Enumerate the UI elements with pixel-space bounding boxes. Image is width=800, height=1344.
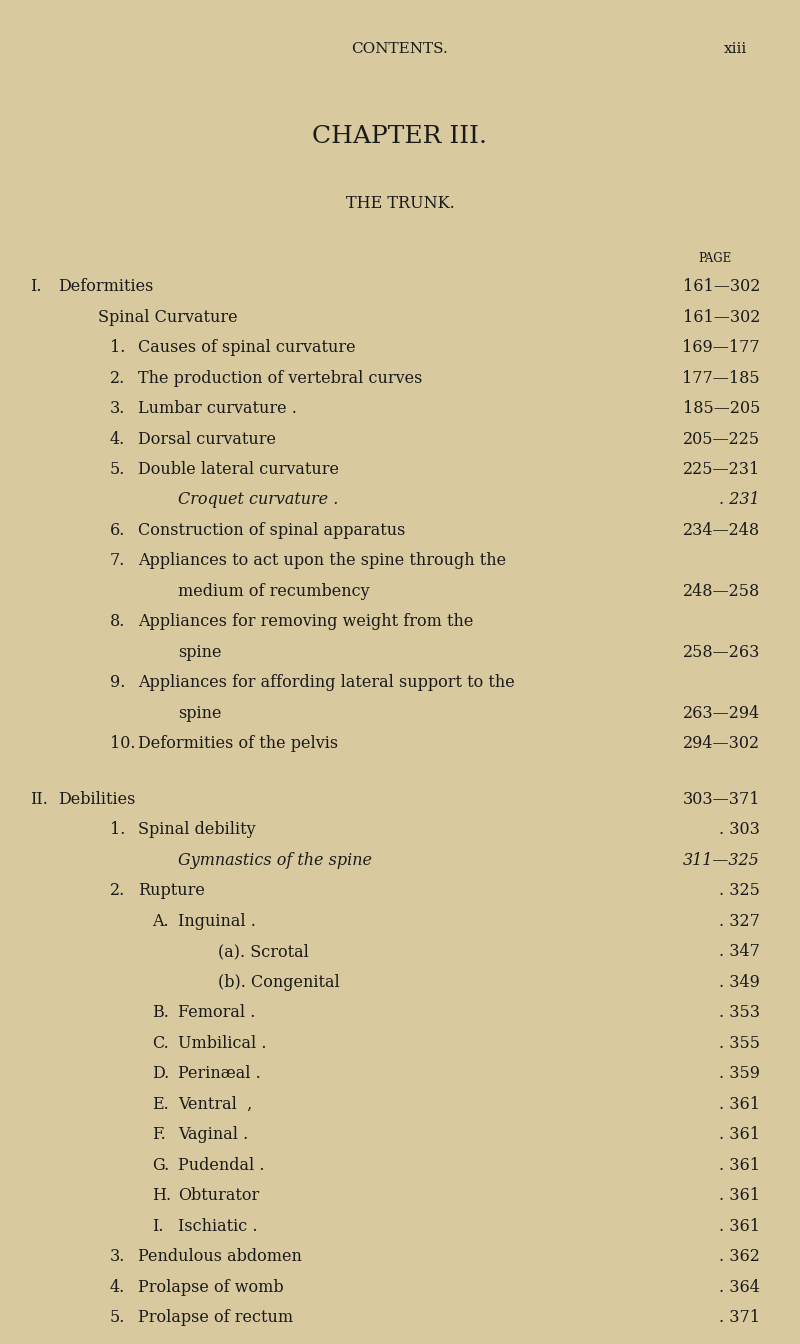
Text: Double lateral curvature: Double lateral curvature [138,461,339,478]
Text: Ventral  ,: Ventral , [178,1095,252,1113]
Text: F.: F. [152,1126,166,1144]
Text: Pendulous abdomen: Pendulous abdomen [138,1249,302,1266]
Text: 4.: 4. [110,1279,126,1296]
Text: Spinal Curvature: Spinal Curvature [98,309,238,325]
Text: 177—185: 177—185 [682,370,760,387]
Text: Femoral .: Femoral . [178,1004,255,1021]
Text: 225—231: 225—231 [682,461,760,478]
Text: . 355: . 355 [719,1035,760,1052]
Text: Deformities: Deformities [58,278,154,294]
Text: Pudendal .: Pudendal . [178,1157,265,1175]
Text: 1.: 1. [110,339,126,356]
Text: Appliances to act upon the spine through the: Appliances to act upon the spine through… [138,552,506,570]
Text: . 371: . 371 [719,1309,760,1327]
Text: G.: G. [152,1157,170,1175]
Text: PAGE: PAGE [698,253,732,265]
Text: 294—302: 294—302 [683,735,760,753]
Text: Rupture: Rupture [138,883,205,899]
Text: xiii: xiii [723,42,746,56]
Text: . 327: . 327 [719,913,760,930]
Text: (a). Scrotal: (a). Scrotal [218,943,309,961]
Text: 258—263: 258—263 [682,644,760,661]
Text: 185—205: 185—205 [682,401,760,417]
Text: THE TRUNK.: THE TRUNK. [346,195,454,212]
Text: E.: E. [152,1095,169,1113]
Text: Appliances for affording lateral support to the: Appliances for affording lateral support… [138,675,514,692]
Text: Lumbar curvature .: Lumbar curvature . [138,401,297,417]
Text: 311—325: 311—325 [683,852,760,870]
Text: 8.: 8. [110,613,126,630]
Text: D.: D. [152,1066,170,1082]
Text: Causes of spinal curvature: Causes of spinal curvature [138,339,356,356]
Text: 2.: 2. [110,370,126,387]
Text: Debilities: Debilities [58,792,135,808]
Text: Umbilical .: Umbilical . [178,1035,266,1052]
Text: CHAPTER III.: CHAPTER III. [313,125,487,148]
Text: Dorsal curvature: Dorsal curvature [138,430,276,448]
Text: 161—302: 161—302 [682,309,760,325]
Text: 234—248: 234—248 [683,521,760,539]
Text: Prolapse of rectum: Prolapse of rectum [138,1309,293,1327]
Text: 3.: 3. [110,401,126,417]
Text: medium of recumbency: medium of recumbency [178,583,370,599]
Text: 2.: 2. [110,883,126,899]
Text: 248—258: 248—258 [682,583,760,599]
Text: 1.: 1. [110,821,126,839]
Text: . 359: . 359 [719,1066,760,1082]
Text: 10.: 10. [110,735,135,753]
Text: Croquet curvature .: Croquet curvature . [178,492,338,508]
Text: II.: II. [30,792,48,808]
Text: . 361: . 361 [719,1095,760,1113]
Text: 4.: 4. [110,430,126,448]
Text: Spinal debility: Spinal debility [138,821,256,839]
Text: 169—177: 169—177 [682,339,760,356]
Text: . 361: . 361 [719,1157,760,1175]
Text: . 349: . 349 [719,974,760,991]
Text: Perinæal .: Perinæal . [178,1066,261,1082]
Text: A.: A. [152,913,169,930]
Text: C.: C. [152,1035,169,1052]
Text: The production of vertebral curves: The production of vertebral curves [138,370,422,387]
Text: CONTENTS.: CONTENTS. [352,42,448,56]
Text: 6.: 6. [110,521,126,539]
Text: I.: I. [152,1218,163,1235]
Text: . 325: . 325 [719,883,760,899]
Text: Prolapse of womb: Prolapse of womb [138,1279,284,1296]
Text: spine: spine [178,644,222,661]
Text: Ischiatic .: Ischiatic . [178,1218,258,1235]
Text: Deformities of the pelvis: Deformities of the pelvis [138,735,338,753]
Text: Inguinal .: Inguinal . [178,913,256,930]
Text: Appliances for removing weight from the: Appliances for removing weight from the [138,613,474,630]
Text: . 303: . 303 [719,821,760,839]
Text: 7.: 7. [110,552,126,570]
Text: . 347: . 347 [719,943,760,961]
Text: 161—302: 161—302 [682,278,760,294]
Text: . 353: . 353 [719,1004,760,1021]
Text: . 361: . 361 [719,1218,760,1235]
Text: . 362: . 362 [719,1249,760,1266]
Text: Obturator: Obturator [178,1188,259,1204]
Text: Construction of spinal apparatus: Construction of spinal apparatus [138,521,406,539]
Text: 5.: 5. [110,461,126,478]
Text: . 231: . 231 [719,492,760,508]
Text: I.: I. [30,278,42,294]
Text: 5.: 5. [110,1309,126,1327]
Text: spine: spine [178,706,222,722]
Text: H.: H. [152,1188,171,1204]
Text: Gymnastics of the spine: Gymnastics of the spine [178,852,372,870]
Text: Vaginal .: Vaginal . [178,1126,248,1144]
Text: 205—225: 205—225 [683,430,760,448]
Text: B.: B. [152,1004,169,1021]
Text: . 364: . 364 [719,1279,760,1296]
Text: (b). Congenital: (b). Congenital [218,974,340,991]
Text: 303—371: 303—371 [682,792,760,808]
Text: 263—294: 263—294 [682,706,760,722]
Text: . 361: . 361 [719,1126,760,1144]
Text: . 361: . 361 [719,1188,760,1204]
Text: 3.: 3. [110,1249,126,1266]
Text: 9.: 9. [110,675,126,692]
